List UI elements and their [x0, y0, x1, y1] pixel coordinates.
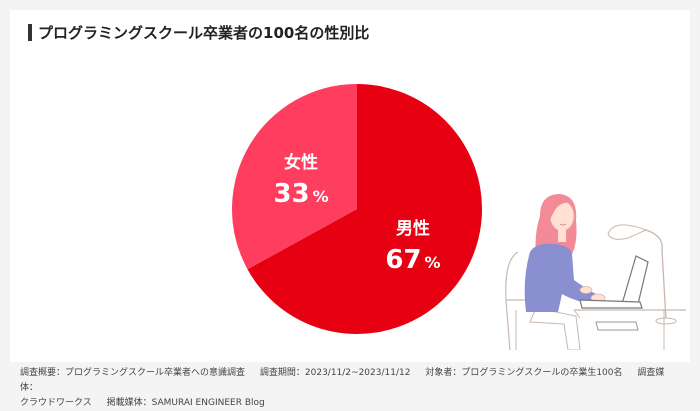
pie-slice-female: [231, 84, 357, 270]
chart-title: プログラミングスクール卒業者の100名の性別比: [38, 24, 370, 42]
woman-at-laptop-illustration: [505, 194, 686, 350]
survey-medium-label: 調査媒体：: [20, 368, 665, 393]
survey-footnote: 調査概要：プログラミングスクール卒業者への意識調査 調査期間：2023/11/2…: [20, 366, 684, 411]
slice-value-female: 33%: [273, 179, 328, 209]
slice-value-male: 67%: [385, 245, 440, 275]
title-accent-bar: [28, 24, 32, 41]
slice-label-female: 女性: [284, 152, 318, 173]
slice-label-male: 男性: [396, 218, 430, 239]
footnote-line-2: クラウドワークス 掲載媒体：SAMURAI ENGINEER Blog: [20, 396, 684, 411]
survey-period: 調査期間：2023/11/2~2023/11/12: [259, 368, 411, 378]
pie-chart: 男性 67 % 女性 33%: [231, 84, 482, 335]
pie-slice-male: [247, 84, 482, 335]
survey-overview: 調査概要：プログラミングスクール卒業者への意識調査: [20, 368, 246, 378]
footnote-line-1: 調査概要：プログラミングスクール卒業者への意識調査 調査期間：2023/11/2…: [20, 366, 684, 396]
survey-target: 対象者：プログラミングスクールの卒業生100名: [425, 368, 623, 378]
